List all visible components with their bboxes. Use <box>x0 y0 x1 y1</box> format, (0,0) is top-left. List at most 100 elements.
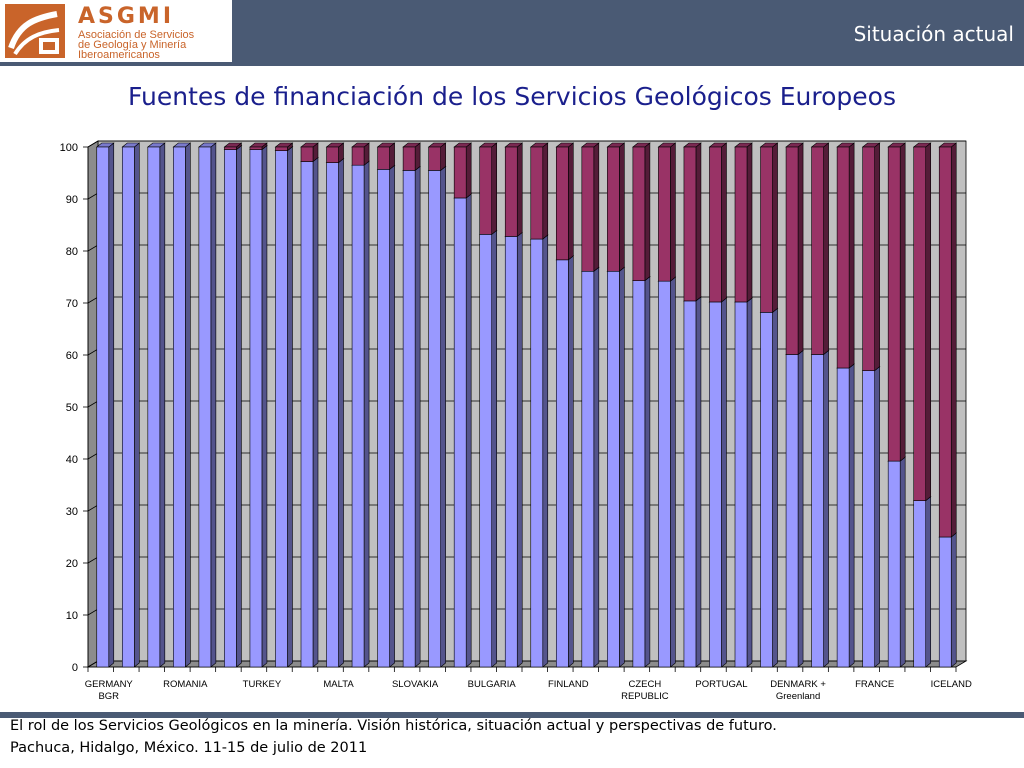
bar-segment-series-2 <box>402 146 416 171</box>
bar-segment-series-1 <box>173 146 186 668</box>
bar-segment-series-1 <box>275 150 288 668</box>
bar-segment-series-1-side <box>414 165 421 668</box>
bar-segment-series-1-side <box>695 296 702 668</box>
bar-segment-series-2 <box>658 146 671 282</box>
x-category-label: REPUBLIC <box>621 691 669 702</box>
x-category-label: FINLAND <box>548 679 589 690</box>
x-category-label: BULGARIA <box>468 679 517 690</box>
bar-segment-series-1-side <box>185 142 191 668</box>
bar-segment-series-1 <box>198 146 212 668</box>
x-category-label: CZECH <box>629 679 662 690</box>
bar-segment-series-1-side <box>516 231 523 668</box>
x-category-label: GERMANY <box>85 679 134 690</box>
bar-segment-series-2-side <box>516 142 523 238</box>
bar-segment-series-2 <box>913 146 927 501</box>
y-tick-label: 40 <box>66 454 78 466</box>
y-tick-label: 20 <box>66 558 78 570</box>
bar-segment-series-1 <box>530 238 544 668</box>
bar-segment-series-2-side <box>721 142 727 303</box>
bar-segment-series-1-side <box>389 164 395 668</box>
bar-segment-series-2-side <box>440 142 446 172</box>
bar-segment-series-1 <box>377 169 390 668</box>
bar-segment-series-2-side <box>491 142 498 235</box>
bar-segment-series-1 <box>760 312 773 668</box>
bar-segment-series-2-side <box>874 142 880 372</box>
asgmi-logo-icon <box>5 4 65 58</box>
footer-divider <box>0 712 1024 718</box>
bar-segment-series-1 <box>249 149 263 668</box>
logo-text: ASGMI <box>78 4 175 29</box>
bar-segment-series-1 <box>147 146 161 668</box>
section-title: Situación actual <box>853 22 1014 46</box>
bar-segment-series-2-side <box>414 142 421 172</box>
bar-segment-series-2-side <box>644 142 651 282</box>
bar-segment-series-1-side <box>338 157 344 668</box>
x-category-label: ROMANIA <box>163 679 208 690</box>
bar-segment-series-1 <box>402 170 416 668</box>
bar-segment-series-2 <box>683 146 697 302</box>
bar-segment-series-1-side <box>593 266 600 668</box>
bar-segment-series-1 <box>709 301 722 668</box>
bar-segment-series-1 <box>351 164 365 668</box>
bar-segment-series-2 <box>300 146 314 162</box>
bar-segment-series-2 <box>785 146 799 355</box>
bar-segment-series-2 <box>632 146 646 281</box>
y-tick-label: 70 <box>66 298 78 310</box>
bar-segment-series-1-side <box>797 349 804 668</box>
y-tick-label: 10 <box>66 610 78 622</box>
bar-segment-series-1-side <box>236 144 242 668</box>
bar-segment-series-2-side <box>772 142 778 313</box>
bar-segment-series-1 <box>887 460 901 668</box>
bar-segment-series-1-side <box>159 142 166 668</box>
bar-segment-series-2 <box>530 146 544 240</box>
bar-segment-series-1-side <box>874 365 880 668</box>
bar-segment-series-2 <box>836 146 850 369</box>
logo: ASGMI Asociación de Servicios de Geologí… <box>0 0 232 62</box>
x-category-label: PORTUGAL <box>695 679 747 690</box>
x-category-label: SLOVAKIA <box>392 679 439 690</box>
y-tick-label: 100 <box>60 142 78 154</box>
bar-segment-series-1 <box>300 161 314 668</box>
bar-segment-series-1 <box>555 259 569 668</box>
bar-segment-series-1-side <box>746 297 753 668</box>
bar-segment-series-1 <box>836 367 850 668</box>
x-category-label: Greenland <box>776 691 820 702</box>
y-tick-label: 30 <box>66 506 78 518</box>
bar-segment-series-1-side <box>108 142 115 668</box>
bar-segment-series-2 <box>555 146 569 261</box>
bar-segment-series-2 <box>938 146 952 538</box>
bar-segment-series-2-side <box>823 142 829 356</box>
bar-segment-series-1-side <box>491 229 498 668</box>
bar-segment-series-2 <box>275 146 288 151</box>
bar-segment-series-1 <box>683 300 697 668</box>
bar-segment-series-2-side <box>619 142 625 272</box>
bar-segment-series-1 <box>224 149 237 668</box>
bar-segment-series-1 <box>96 146 110 668</box>
bar-segment-series-1 <box>504 236 518 668</box>
bar-segment-series-1 <box>658 280 671 668</box>
bar-segment-series-2-side <box>950 142 957 538</box>
bar-segment-series-1-side <box>721 297 727 668</box>
x-category-label: FRANCE <box>855 679 894 690</box>
bar-segment-series-1 <box>632 280 646 668</box>
bar-segment-series-2-side <box>593 142 600 272</box>
footer-text: Pachuca, Hidalgo, México. 11-15 de julio… <box>10 740 368 756</box>
bar-segment-series-2 <box>887 146 901 462</box>
bar-segment-series-2-side <box>670 142 676 282</box>
bar-segment-series-1-side <box>542 234 549 668</box>
bar-segment-series-1-side <box>644 276 651 668</box>
gridline <box>87 140 966 148</box>
bar-segment-series-1 <box>428 170 441 668</box>
bar-segment-series-2 <box>428 146 441 171</box>
bar-segment-series-1 <box>453 197 467 668</box>
bar-segment-series-2 <box>479 146 493 235</box>
bar-segment-series-2-side <box>465 142 472 199</box>
bar-segment-series-2-side <box>925 142 932 502</box>
bar-segment-series-2 <box>377 146 390 170</box>
header-bar: ASGMI Asociación de Servicios de Geologí… <box>0 0 1024 66</box>
bar-segment-series-1 <box>785 354 799 668</box>
bar-segment-series-2-side <box>389 142 395 170</box>
bar-segment-series-2 <box>709 146 722 303</box>
x-category-label: ICELAND <box>931 679 972 690</box>
